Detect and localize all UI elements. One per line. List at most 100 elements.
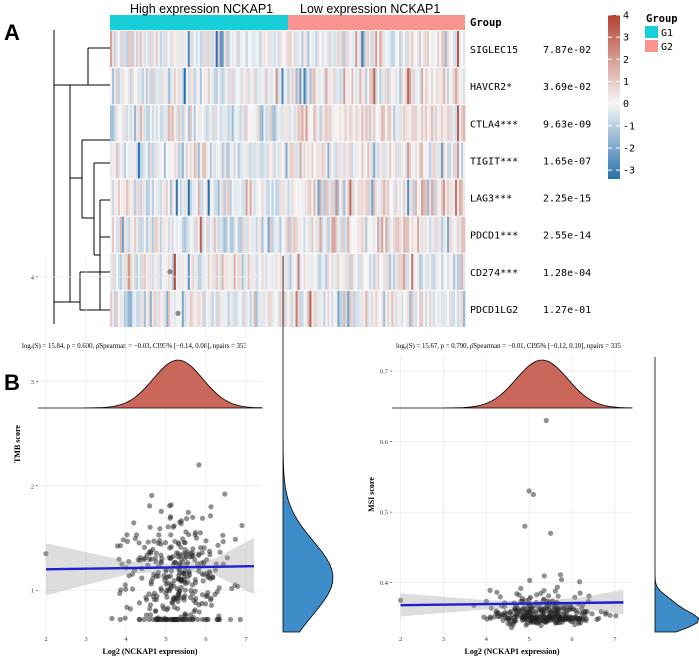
scatter-point — [202, 616, 208, 623]
heatmap-cell — [217, 105, 220, 142]
heatmap-cell — [345, 179, 348, 216]
scatter-point — [147, 503, 153, 509]
heatmap-cell — [439, 253, 442, 290]
heatmap-cell — [323, 179, 326, 216]
scatter-point — [158, 508, 164, 514]
heatmap-cell — [249, 105, 252, 142]
heatmap-cell — [341, 68, 344, 105]
scatter-point — [187, 612, 193, 618]
heatmap-cell — [111, 253, 115, 290]
heatmap-cell — [249, 216, 252, 253]
heatmap-cell — [139, 105, 143, 142]
scatter-point — [165, 605, 171, 611]
scatter-point — [201, 545, 207, 551]
heatmap-cell — [327, 179, 330, 216]
heatmap-cell — [381, 290, 384, 328]
heatmap-cell — [289, 216, 292, 253]
scatter-point — [534, 592, 540, 598]
heatmap-cell — [361, 290, 364, 328]
heatmap-cell — [119, 105, 123, 142]
heatmap-cell — [157, 142, 161, 179]
heatmap-cell — [351, 142, 354, 179]
heatmap-cell — [179, 216, 183, 253]
heatmap-cell — [371, 216, 374, 253]
heatmap-cell — [165, 105, 169, 142]
heatmap-cell — [391, 142, 394, 179]
heatmap-cell — [275, 105, 278, 142]
heatmap-cell — [111, 31, 115, 68]
heatmap-cell — [361, 142, 364, 179]
heatmap-cell — [155, 290, 159, 328]
scatter-point — [170, 553, 176, 559]
heatmap-cell — [195, 216, 199, 253]
heatmap-cell — [247, 31, 250, 68]
heatmap-cell — [383, 142, 386, 179]
heatmap-cell — [425, 179, 428, 216]
heatmap-cell — [317, 31, 320, 68]
heatmap-cell — [299, 105, 302, 142]
heatmap-cell — [241, 216, 244, 253]
row-label-pvalue: 2.25e-15 — [543, 194, 591, 205]
heatmap-cell — [339, 31, 342, 68]
scatter-point — [122, 582, 128, 588]
heatmap-cell — [247, 290, 250, 328]
heatmap-cell — [175, 216, 179, 253]
scatter-point — [126, 559, 132, 565]
heatmap-cell — [277, 179, 280, 216]
heatmap-cell — [223, 142, 226, 179]
heatmap-cell — [387, 290, 390, 328]
scatter-point — [178, 521, 184, 527]
scatter-point — [180, 536, 186, 542]
heatmap-cell — [415, 68, 418, 105]
heatmap-cell — [421, 216, 424, 253]
heatmap-cell — [229, 253, 232, 290]
heatmap-cell — [181, 68, 185, 105]
heatmap-cell — [259, 105, 262, 142]
heatmap-cell — [177, 68, 181, 105]
heatmap-cell — [293, 216, 296, 253]
heatmap-cell — [433, 105, 436, 142]
heatmap-cell — [335, 68, 338, 105]
heatmap-cell — [335, 179, 338, 216]
heatmap-cell — [229, 68, 232, 105]
heatmap-cell — [259, 290, 262, 328]
heatmap-cell — [413, 142, 416, 179]
heatmap-cell — [209, 142, 213, 179]
heatmap-cell — [455, 105, 458, 142]
scatter-point — [190, 616, 196, 623]
heatmap-cell — [185, 142, 189, 179]
heatmap-cell — [173, 142, 177, 179]
heatmap-cell — [127, 68, 131, 105]
heatmap-cell — [127, 179, 131, 216]
heatmap-cell — [117, 216, 121, 253]
heatmap-cell — [403, 142, 406, 179]
scatter-point — [109, 615, 115, 622]
heatmap-cell — [243, 31, 246, 68]
heatmap-cell — [139, 216, 143, 253]
heatmap-cell — [419, 68, 422, 105]
heatmap-cell — [459, 142, 462, 179]
heatmap-cell — [353, 290, 356, 328]
heatmap-cell — [209, 290, 213, 328]
heatmap-cell — [267, 105, 270, 142]
heatmap-cell — [415, 290, 418, 328]
heatmap-cell — [433, 216, 436, 253]
heatmap-cell — [379, 142, 382, 179]
heatmap-cell — [135, 290, 139, 328]
heatmap-cell — [269, 290, 272, 328]
heatmap-cell — [245, 68, 248, 105]
heatmap-cell — [373, 31, 376, 68]
heatmap-cell — [337, 179, 340, 216]
scatter-point — [561, 616, 567, 623]
heatmap-cell — [153, 142, 157, 179]
heatmap-cell — [165, 68, 169, 105]
heatmap-cell — [347, 105, 350, 142]
heatmap-cell — [367, 68, 370, 105]
heatmap-cell — [305, 179, 308, 216]
heatmap-cell — [407, 142, 410, 179]
heatmap-cell — [459, 31, 462, 68]
heatmap-cell — [303, 68, 306, 105]
heatmap-cell — [317, 290, 320, 328]
heatmap-cell — [461, 68, 464, 105]
scatter-point — [168, 544, 174, 550]
